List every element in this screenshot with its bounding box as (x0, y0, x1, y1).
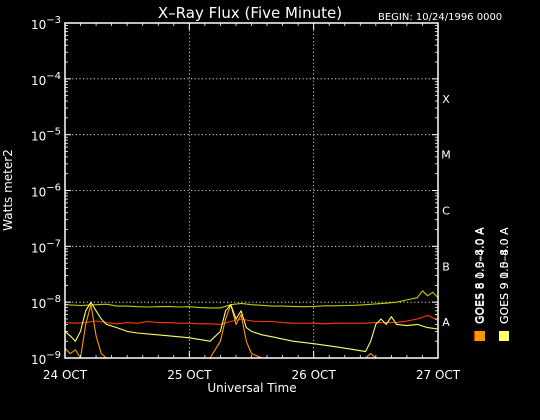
y-tick-label: 10−5 (31, 127, 61, 144)
y-tick-label: 10−7 (31, 238, 61, 255)
y-tick-label: 10−4 (31, 71, 61, 88)
grid-lines (65, 23, 438, 358)
y-tick-label: 10−3 (31, 15, 61, 32)
flare-class-label: M (441, 149, 451, 162)
x-tick-label: 24 OCT (43, 368, 88, 382)
y-axis-label: Watts meter2 (1, 149, 15, 231)
x-tick-label: 27 OCT (416, 368, 461, 382)
legend-swatch-4 (499, 331, 509, 341)
flare-class-label: X (442, 93, 450, 106)
x-axis-label: Universal Time (207, 381, 296, 395)
axis-ticks: 10−3 10−4 10−5 10−6 10−7 10−8 10−924 OCT 25 OCT… (31, 15, 461, 382)
y-tick-label: 10−9 (31, 350, 61, 367)
begin-date-label: BEGIN: 10/24/1996 0000 (378, 12, 502, 23)
flare-class-label: B (442, 260, 450, 273)
legend-label-4: GOES 9 0.5–4.0 A (498, 227, 511, 324)
y-tick-label: 10−8 (31, 294, 61, 311)
chart-title: X–Ray Flux (Five Minute) (158, 4, 342, 22)
y-tick-label: 10−6 (31, 183, 61, 200)
x-tick-label: 25 OCT (167, 368, 212, 382)
legend-swatch-2 (475, 331, 485, 341)
series-line-1 (64, 314, 439, 325)
legend-label-1: GOES 8 1.0–8.0 A (473, 227, 486, 324)
series-line-3 (64, 290, 439, 309)
series-line-4 (64, 301, 439, 353)
legend-label-3: GOES 9 1.0–8.0 A (498, 227, 511, 324)
x-tick-label: 26 OCT (292, 368, 337, 382)
legend-label-2: GOES 8 0.5–4.0 A (474, 227, 487, 324)
flare-class-label: A (442, 316, 450, 329)
series-lines (64, 290, 439, 359)
flare-class-label: C (442, 205, 450, 218)
